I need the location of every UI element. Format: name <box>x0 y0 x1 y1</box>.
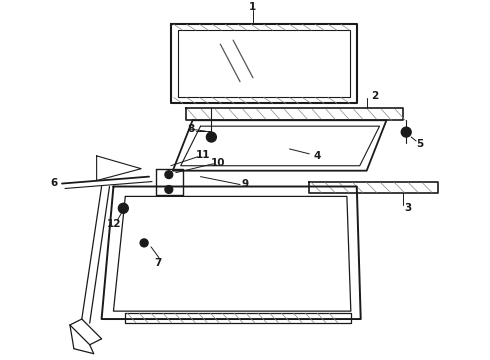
Text: 3: 3 <box>405 203 412 213</box>
Text: 11: 11 <box>196 150 211 160</box>
Text: 2: 2 <box>371 90 378 100</box>
Circle shape <box>401 127 411 137</box>
Circle shape <box>165 185 173 193</box>
Text: 6: 6 <box>50 177 58 188</box>
Text: 7: 7 <box>154 258 162 268</box>
Text: 5: 5 <box>416 139 424 149</box>
Circle shape <box>140 239 148 247</box>
Text: 10: 10 <box>211 158 225 168</box>
Text: 9: 9 <box>242 179 248 189</box>
Text: 8: 8 <box>187 124 194 134</box>
Circle shape <box>165 171 173 179</box>
Circle shape <box>403 129 409 135</box>
Text: 12: 12 <box>107 219 122 229</box>
Circle shape <box>119 203 128 213</box>
Circle shape <box>206 132 216 142</box>
Text: 1: 1 <box>249 3 257 13</box>
Text: 4: 4 <box>314 151 321 161</box>
